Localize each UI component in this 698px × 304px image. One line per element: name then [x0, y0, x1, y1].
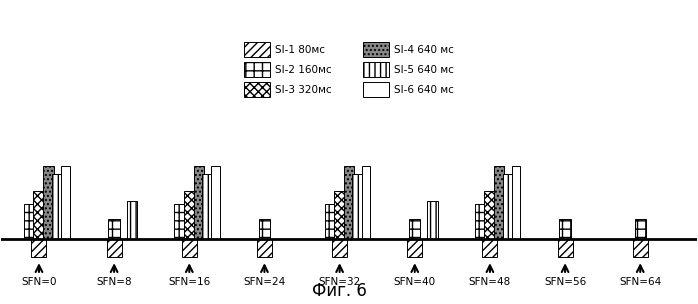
Text: SFN=24: SFN=24	[244, 277, 285, 287]
Bar	[127, 202, 137, 240]
Bar	[352, 174, 363, 240]
Bar	[344, 166, 354, 240]
Bar	[43, 166, 54, 240]
Text: SFN=64: SFN=64	[619, 277, 662, 287]
Bar	[34, 191, 44, 240]
Bar	[512, 166, 521, 240]
Legend: SI-1 80мс, SI-2 160мс, SI-3 320мс, SI-4 640 мс, SI-5 640 мс, SI-6 640 мс: SI-1 80мс, SI-2 160мс, SI-3 320мс, SI-4 …	[239, 38, 459, 101]
Bar	[427, 202, 438, 240]
Text: SFN=8: SFN=8	[96, 277, 132, 287]
Bar	[257, 240, 272, 257]
Bar	[108, 219, 120, 240]
Bar	[174, 204, 186, 240]
Bar	[332, 240, 347, 257]
Bar	[503, 174, 513, 240]
Bar	[558, 240, 572, 257]
Text: SFN=48: SFN=48	[469, 277, 511, 287]
Bar	[193, 166, 204, 240]
Bar	[107, 240, 121, 257]
Bar	[184, 191, 194, 240]
Bar	[362, 166, 370, 240]
Bar	[259, 219, 270, 240]
Bar	[325, 204, 336, 240]
Bar	[211, 166, 220, 240]
Bar	[494, 166, 505, 240]
Bar	[334, 191, 344, 240]
Text: SFN=56: SFN=56	[544, 277, 586, 287]
Bar	[634, 219, 646, 240]
Bar	[407, 240, 422, 257]
Bar	[52, 174, 62, 240]
Bar	[61, 166, 70, 240]
Bar	[409, 219, 420, 240]
Bar	[31, 240, 47, 257]
Bar	[632, 240, 648, 257]
Text: SFN=40: SFN=40	[394, 277, 436, 287]
Text: SFN=16: SFN=16	[168, 277, 210, 287]
Text: SFN=0: SFN=0	[21, 277, 57, 287]
Bar	[202, 174, 212, 240]
Bar	[484, 191, 495, 240]
Bar	[24, 204, 35, 240]
Text: Фиг. 6: Фиг. 6	[312, 282, 367, 300]
Text: SFN=32: SFN=32	[318, 277, 361, 287]
Bar	[181, 240, 197, 257]
Bar	[559, 219, 571, 240]
Bar	[482, 240, 498, 257]
Bar	[475, 204, 487, 240]
